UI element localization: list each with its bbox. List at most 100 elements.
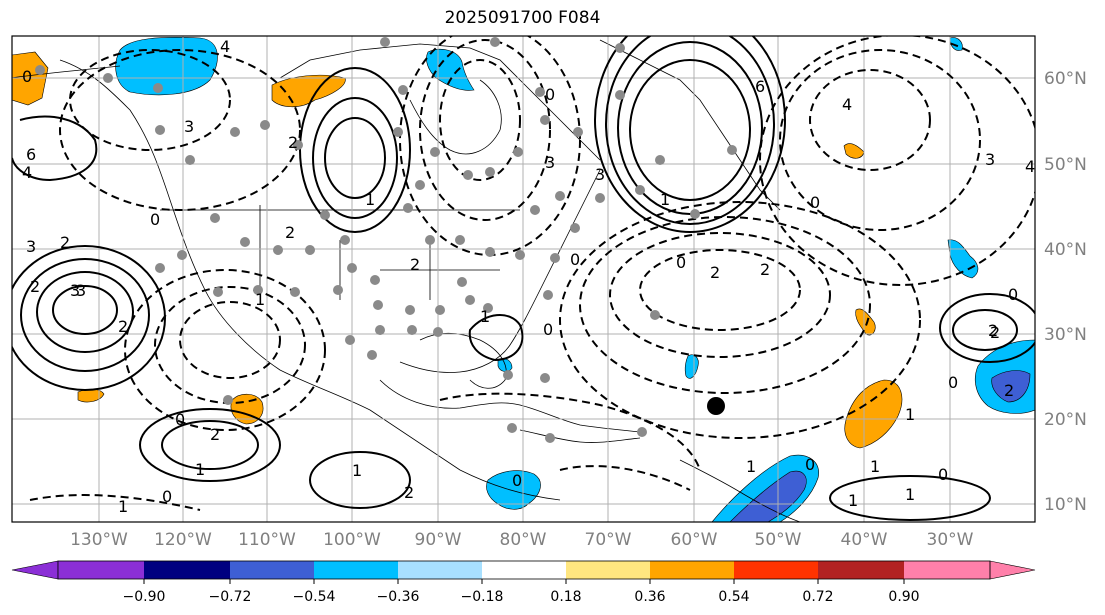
- contour-label: 2: [988, 321, 998, 340]
- gridlines: [12, 36, 1035, 522]
- colorbar-arrow-left: [11, 560, 59, 580]
- contour-label: 1: [905, 485, 915, 504]
- colorbar-tick: 0.72: [802, 589, 833, 605]
- contour-label: 1: [118, 497, 128, 516]
- colorbar-arrow-right: [989, 560, 1036, 580]
- lat-label: 10°N: [1044, 495, 1087, 515]
- lon-label: 110°W: [238, 530, 296, 550]
- latitude-labels: 60°N 50°N 40°N 30°N 20°N 10°N: [1044, 69, 1087, 515]
- contour-label: 0: [22, 67, 32, 86]
- contour-labels: 0 3 6 4 2 3 1 0 2 3 0 1 2 6 4 0 2 2 0 4 …: [22, 37, 1035, 516]
- colorbar-seg: [144, 561, 230, 579]
- lon-label: 90°W: [415, 530, 462, 550]
- colorbar-tick: −0.18: [461, 589, 504, 605]
- contour-label: 1: [255, 290, 265, 309]
- lat-label: 50°N: [1044, 155, 1087, 175]
- colorbar-tick: −0.90: [123, 589, 166, 605]
- contour-label: 4: [1025, 157, 1035, 176]
- colorbar-seg: [566, 561, 650, 579]
- contour-label: 2: [288, 133, 298, 152]
- contour-label: 1: [660, 190, 670, 209]
- fill-darkblue-atl-s: [729, 470, 807, 522]
- lon-label: 60°W: [671, 530, 718, 550]
- contour-label: 0: [512, 471, 522, 490]
- lon-label: 30°W: [927, 530, 974, 550]
- dashed-contours: [29, 36, 1035, 511]
- lon-label: 100°W: [323, 530, 381, 550]
- contour-label: 2: [60, 233, 70, 252]
- lon-label: 130°W: [70, 530, 128, 550]
- colorbar-seg: [58, 561, 144, 579]
- lat-label: 40°N: [1044, 240, 1087, 260]
- contour-label: 6: [755, 77, 765, 96]
- lat-label: 20°N: [1044, 410, 1087, 430]
- colorbar-tick: −0.36: [377, 589, 420, 605]
- colorbar-tick: −0.72: [209, 589, 252, 605]
- contour-label: 2: [990, 323, 1000, 342]
- colorbar-seg: [904, 561, 990, 579]
- lon-label: 120°W: [154, 530, 212, 550]
- contour-label: 2: [710, 263, 720, 282]
- contour-label: 0: [948, 373, 958, 392]
- contour-label: 1: [848, 491, 858, 510]
- contour-label: 4: [842, 95, 852, 114]
- fill-orange-atl: [844, 379, 903, 449]
- colorbar-seg: [734, 561, 818, 579]
- contour-label: 2: [30, 277, 40, 296]
- fill-darkblue-east: [991, 370, 1031, 403]
- contour-label: 1: [870, 457, 880, 476]
- colorbar-tick: −0.54: [293, 589, 336, 605]
- contour-label: 0: [543, 320, 553, 339]
- contour-label: 0: [150, 210, 160, 229]
- lon-label: 50°W: [755, 530, 802, 550]
- contour-label: 6: [26, 145, 36, 164]
- contour-label: 0: [570, 250, 580, 269]
- colorbar-tick: 0.36: [634, 589, 665, 605]
- lat-label: 60°N: [1044, 69, 1087, 89]
- contour-label: 0: [545, 85, 555, 104]
- colorbar-seg: [482, 561, 566, 579]
- contour-label: 0: [162, 487, 172, 506]
- contour-label: 1: [195, 460, 205, 479]
- colorbar-seg: [650, 561, 734, 579]
- longitude-labels: 130°W 120°W 110°W 100°W 90°W 80°W 70°W 6…: [70, 530, 974, 550]
- contour-label: 3: [184, 117, 194, 136]
- chart-title: 2025091700 F084: [444, 8, 601, 28]
- colorbar-seg: [230, 561, 314, 579]
- contour-label: 1: [352, 461, 362, 480]
- contour-label: 1: [905, 405, 915, 424]
- contour-label: 3: [76, 281, 86, 300]
- lon-label: 80°W: [500, 530, 547, 550]
- storm-center-marker: [707, 397, 725, 415]
- colorbar-seg: [314, 561, 398, 579]
- contour-label: 3: [70, 281, 80, 300]
- contour-label: 2: [410, 255, 420, 274]
- contour-label: 0: [805, 455, 815, 474]
- contour-label: 0: [810, 193, 820, 212]
- fill-blue-alaska: [115, 37, 218, 96]
- contour-label: 1: [480, 307, 490, 326]
- contour-label: 3: [545, 153, 555, 172]
- contour-label: 0: [1008, 285, 1018, 304]
- colorbar-seg: [818, 561, 904, 579]
- contour-label: 2: [118, 317, 128, 336]
- contour-label: 2: [404, 483, 414, 502]
- contour-label: 0: [175, 410, 185, 429]
- contour-label: 4: [22, 163, 32, 182]
- contour-label: 3: [595, 165, 605, 184]
- contour-label: 2: [285, 223, 295, 242]
- contour-label: 2: [210, 425, 220, 444]
- contour-label: 1: [365, 190, 375, 209]
- contour-label: 2: [760, 260, 770, 279]
- lon-label: 70°W: [585, 530, 632, 550]
- contour-label: 2: [1004, 381, 1014, 400]
- colorbar-tick: 0.18: [550, 589, 581, 605]
- lat-label: 30°N: [1044, 325, 1087, 345]
- colorbar-seg: [398, 561, 482, 579]
- fill-orange-atl-small: [855, 308, 876, 336]
- fill-blue-ne-corner: [949, 37, 963, 51]
- contour-label: 3: [985, 150, 995, 169]
- map-frame: [11, 35, 1036, 523]
- contour-label: 0: [938, 465, 948, 484]
